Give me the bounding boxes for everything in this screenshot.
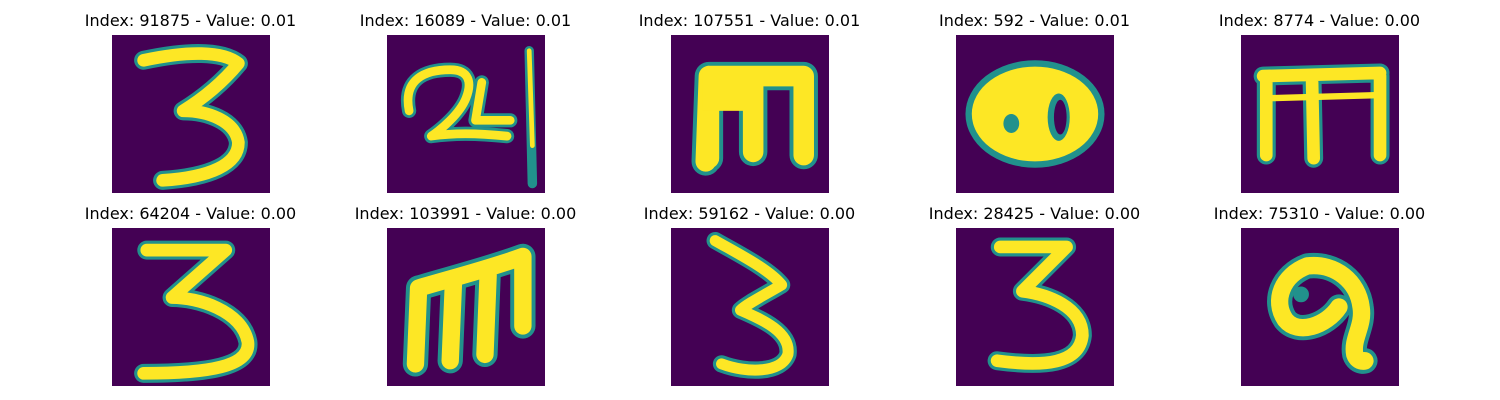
digit-image: [112, 35, 270, 193]
digit-image: [956, 228, 1114, 386]
digit-image: [671, 35, 829, 193]
panel-4: Index: 592 - Value: 0.01: [892, 10, 1177, 193]
panel-title: Index: 592 - Value: 0.01: [938, 11, 1131, 30]
digit-image: [671, 228, 829, 386]
panel-title: Index: 107551 - Value: 0.01: [638, 11, 861, 30]
digit-image: [1241, 228, 1399, 386]
panel-title: Index: 103991 - Value: 0.00: [354, 204, 577, 223]
panel-6: Index: 64204 - Value: 0.00: [48, 203, 333, 386]
panel-5: Index: 8774 - Value: 0.00: [1177, 10, 1462, 193]
panel-title: Index: 59162 - Value: 0.00: [643, 204, 856, 223]
panel-title: Index: 75310 - Value: 0.00: [1213, 204, 1426, 223]
panel-3: Index: 107551 - Value: 0.01: [607, 10, 892, 193]
panel-title: Index: 64204 - Value: 0.00: [84, 204, 297, 223]
panel-title: Index: 28425 - Value: 0.00: [928, 204, 1141, 223]
digit-image: [387, 228, 545, 386]
panel-9: Index: 28425 - Value: 0.00: [892, 203, 1177, 386]
digit-image: [1241, 35, 1399, 193]
panel-title: Index: 91875 - Value: 0.01: [84, 11, 297, 30]
panel-title: Index: 16089 - Value: 0.01: [359, 11, 572, 30]
panel-2: Index: 16089 - Value: 0.01: [323, 10, 608, 193]
panel-8: Index: 59162 - Value: 0.00: [607, 203, 892, 386]
digit-image: [112, 228, 270, 386]
panel-10: Index: 75310 - Value: 0.00: [1177, 203, 1462, 386]
digit-image: [956, 35, 1114, 193]
panel-7: Index: 103991 - Value: 0.00: [323, 203, 608, 386]
panel-title: Index: 8774 - Value: 0.00: [1218, 11, 1421, 30]
panel-1: Index: 91875 - Value: 0.01: [48, 10, 333, 193]
digit-image: [387, 35, 545, 193]
